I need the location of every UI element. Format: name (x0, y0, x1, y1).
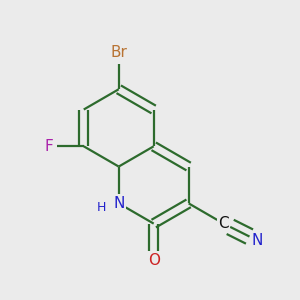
Text: H: H (96, 201, 106, 214)
Text: N: N (113, 196, 124, 211)
Text: Br: Br (110, 45, 127, 60)
Text: N: N (251, 233, 262, 248)
Text: C: C (218, 216, 229, 231)
Text: N: N (113, 196, 124, 211)
Text: F: F (44, 139, 53, 154)
Text: O: O (148, 253, 160, 268)
